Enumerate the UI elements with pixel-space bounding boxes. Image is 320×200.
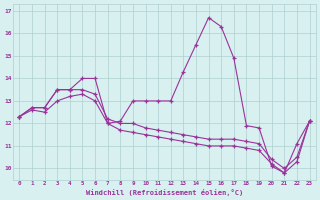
X-axis label: Windchill (Refroidissement éolien,°C): Windchill (Refroidissement éolien,°C): [86, 189, 243, 196]
